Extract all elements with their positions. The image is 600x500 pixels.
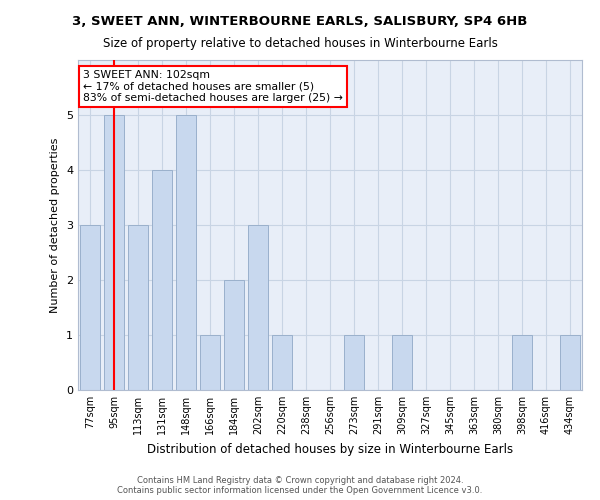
Bar xyxy=(392,335,412,390)
Bar xyxy=(344,335,364,390)
Bar xyxy=(272,335,292,390)
Text: 3 SWEET ANN: 102sqm
← 17% of detached houses are smaller (5)
83% of semi-detache: 3 SWEET ANN: 102sqm ← 17% of detached ho… xyxy=(83,70,343,103)
Text: Contains HM Land Registry data © Crown copyright and database right 2024.
Contai: Contains HM Land Registry data © Crown c… xyxy=(118,476,482,495)
X-axis label: Distribution of detached houses by size in Winterbourne Earls: Distribution of detached houses by size … xyxy=(147,442,513,456)
Text: Size of property relative to detached houses in Winterbourne Earls: Size of property relative to detached ho… xyxy=(103,38,497,51)
Bar xyxy=(560,335,580,390)
Text: 3, SWEET ANN, WINTERBOURNE EARLS, SALISBURY, SP4 6HB: 3, SWEET ANN, WINTERBOURNE EARLS, SALISB… xyxy=(73,15,527,28)
Y-axis label: Number of detached properties: Number of detached properties xyxy=(50,138,61,312)
Bar xyxy=(224,280,244,390)
Bar xyxy=(104,115,124,390)
Bar xyxy=(80,225,100,390)
Bar xyxy=(512,335,532,390)
Bar xyxy=(248,225,268,390)
Bar xyxy=(176,115,196,390)
Bar xyxy=(152,170,172,390)
Bar xyxy=(128,225,148,390)
Bar xyxy=(200,335,220,390)
